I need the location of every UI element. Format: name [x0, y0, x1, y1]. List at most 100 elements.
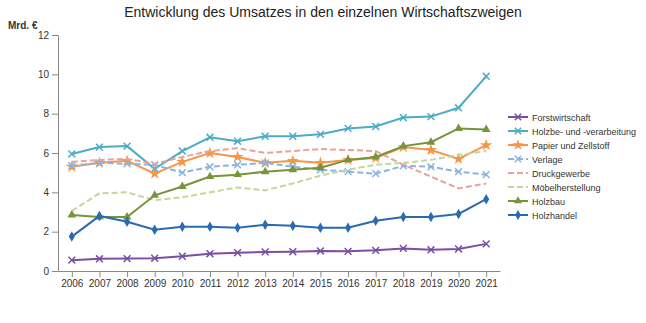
x-tick-mark [155, 271, 156, 277]
series-marker [68, 162, 75, 169]
series-marker [428, 113, 435, 120]
series-marker [345, 222, 351, 233]
y-tick: 4 [43, 187, 58, 198]
series-marker [68, 151, 75, 158]
x-tick: 2020 [448, 271, 471, 289]
series-line [72, 151, 486, 211]
series-line [72, 163, 486, 175]
marks [66, 73, 492, 264]
series-marker [483, 240, 490, 247]
series-marker [179, 221, 185, 232]
series-marker [345, 248, 352, 255]
series-marker [425, 144, 437, 155]
x-tick: 2016 [337, 271, 360, 289]
series-marker [345, 125, 352, 132]
x-tick-mark [486, 271, 487, 277]
x-axis: 2006200720082009201020112012201320142015… [59, 271, 501, 289]
series-marker [482, 124, 491, 131]
series-marker [480, 139, 492, 150]
legend: ForstwirtschaftHolzbe- und -verarbeitung… [508, 113, 636, 221]
series-marker [96, 144, 103, 151]
x-tick-mark [127, 271, 128, 277]
x-tick-label: 2018 [393, 278, 416, 289]
series-marker [456, 209, 462, 220]
x-tick: 2013 [255, 271, 278, 289]
legend-marker [512, 139, 523, 150]
series-line [72, 145, 486, 174]
y-tick-mark [52, 74, 58, 75]
x-tick-mark [459, 271, 460, 277]
series-marker [178, 181, 187, 188]
x-tick-label: 2020 [448, 278, 471, 289]
legend-item: Holzhandel [508, 210, 577, 220]
series-marker [207, 134, 214, 141]
x-tick-label: 2009 [144, 278, 167, 289]
series-marker [261, 167, 270, 174]
series-line [72, 128, 486, 217]
legend-item: Verlage [508, 155, 563, 165]
series-marker [152, 224, 158, 235]
legend-marker [514, 196, 522, 203]
series-marker [455, 246, 462, 253]
x-tick-label: 2016 [337, 278, 360, 289]
x-tick: 2015 [310, 271, 333, 289]
legend-marker [515, 114, 521, 120]
series-marker [371, 152, 380, 159]
x-tick-label: 2008 [116, 278, 139, 289]
series-marker [262, 159, 269, 166]
legend-item: Holzbe- und -verarbeitung [508, 127, 636, 137]
x-tick-mark [431, 271, 432, 277]
series-marker [262, 133, 269, 140]
x-tick-mark [348, 271, 349, 277]
series-marker [290, 221, 296, 232]
y-tick-label: 6 [43, 148, 49, 159]
series-marker [317, 131, 324, 138]
x-tick-mark [376, 271, 377, 277]
x-tick-mark [210, 271, 211, 277]
x-tick: 2017 [365, 271, 388, 289]
legend-label: Holzbe- und -verarbeitung [532, 127, 636, 137]
y-tick: 10 [38, 69, 58, 80]
series-marker [400, 114, 407, 121]
series-marker [372, 123, 379, 130]
series-marker [96, 211, 102, 222]
series-marker [206, 172, 215, 179]
series-marker [372, 170, 379, 177]
series-marker [207, 250, 214, 257]
series-marker [428, 246, 435, 253]
x-axis-line [59, 271, 501, 272]
x-tick-label: 2011 [200, 278, 222, 289]
legend-label: Möbelherstellung [532, 183, 601, 193]
series-marker [287, 155, 299, 166]
series-marker [316, 163, 325, 170]
series-marker [483, 171, 490, 178]
x-tick-label: 2013 [255, 278, 278, 289]
x-tick-mark [293, 271, 294, 277]
series-marker [68, 210, 77, 217]
y-tick-label: 0 [43, 266, 49, 277]
series-marker [151, 255, 158, 262]
legend-label: Papier und Zellstoff [532, 141, 610, 151]
legend-item: Druckgewerbe [508, 169, 590, 179]
x-tick-label: 2006 [61, 278, 84, 289]
y-tick: 12 [38, 30, 58, 41]
x-tick: 2012 [227, 271, 250, 289]
series-marker [483, 194, 489, 205]
legend-marker [515, 156, 521, 162]
legend-item: Möbelherstellung [508, 183, 601, 193]
x-tick: 2021 [476, 271, 499, 289]
x-tick-label: 2012 [227, 278, 250, 289]
title: Entwicklung des Umsatzes in den einzelne… [124, 4, 522, 20]
series-marker [149, 167, 161, 178]
x-tick: 2006 [61, 271, 84, 289]
legend-label: Druckgewerbe [532, 169, 590, 179]
legend-item: Holzbau [508, 196, 565, 206]
x-tick-label: 2007 [89, 278, 112, 289]
x-tick-mark [265, 271, 266, 277]
series-marker [372, 247, 379, 254]
series-marker [262, 249, 269, 256]
series-marker [68, 257, 75, 264]
y-tick-mark [52, 232, 58, 233]
x-tick: 2014 [282, 271, 305, 289]
y-tick-label: 2 [43, 226, 49, 237]
